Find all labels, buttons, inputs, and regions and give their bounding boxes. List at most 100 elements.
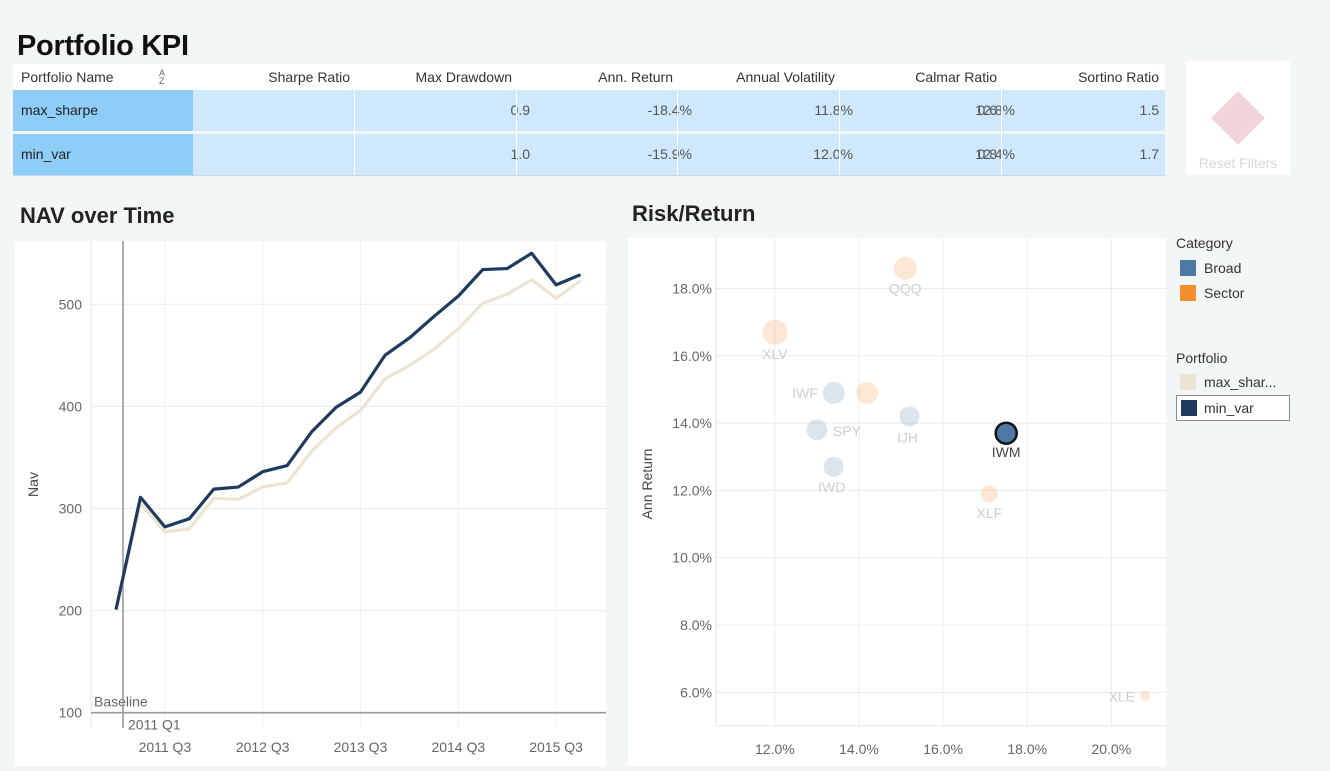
point-unlabeled (856, 381, 879, 404)
row-values[interactable]: 1.0 -15.9% 12.0% 12.4% (193, 134, 1165, 175)
point-iwd (823, 456, 844, 477)
x-tick-label: 14.0% (839, 741, 879, 757)
legend-item-min-var[interactable]: min_var (1176, 395, 1290, 421)
y-axis-label: Ann Return (639, 449, 655, 520)
y-tick-label: 18.0% (672, 280, 712, 296)
x-tick-label: 20.0% (1091, 741, 1131, 757)
point-label-iwd: IWD (818, 479, 845, 495)
series-line-min-var (114, 251, 582, 610)
point-iwm (994, 421, 1018, 445)
x-tick-label: 16.0% (923, 741, 963, 757)
y-tick-label: 12.0% (672, 482, 712, 498)
calmar-ratio-value: 0.6 (977, 102, 997, 118)
page-title: Portfolio KPI (17, 30, 189, 62)
point-xlf (980, 485, 998, 503)
portfolio-name-cell[interactable]: min_var (13, 134, 193, 175)
point-xle (1139, 690, 1150, 701)
x-tick-label: 2011 Q3 (139, 739, 192, 755)
table-row[interactable]: min_var 1.0 -15.9% 12.0% 12.4% (13, 134, 1165, 175)
column-divider (677, 90, 678, 176)
y-tick-label: 200 (59, 603, 83, 619)
point-xlv (762, 319, 788, 345)
risk-return-chart[interactable]: 6.0% 8.0% 10.0% 12.0% 14.0% 16.0% 18.0% 12.0% 14… (628, 238, 1166, 766)
column-header-ann-return[interactable]: Ann. Return (598, 69, 673, 85)
series-line-max-sharpe (114, 278, 582, 610)
point-label-xlv: XLV (762, 346, 788, 362)
reference-line-label: 2011 Q1 (128, 717, 181, 733)
y-axis-label: Nav (25, 472, 41, 497)
column-divider (354, 90, 355, 176)
ann-volatility-value: 12.4% (975, 146, 1015, 162)
nav-chart[interactable]: 100 200 300 400 500 2011 Q3 2012 Q3 2013 Q3 2014… (15, 241, 606, 766)
x-tick-label: 2012 Q3 (236, 739, 290, 755)
max-drawdown-value: -15.9% (647, 146, 692, 162)
point-label-qqq: QQQ (889, 280, 922, 296)
point-label-iwf: IWF (792, 385, 818, 401)
column-header-calmar-ratio[interactable]: Calmar Ratio (915, 69, 997, 85)
x-tick-label: 12.0% (755, 741, 795, 757)
y-tick-label: 6.0% (680, 684, 712, 700)
y-tick-label: 100 (59, 705, 83, 721)
row-values[interactable]: 0.9 -18.4% 11.8% 12.8% (193, 90, 1165, 131)
legend-swatch-broad (1180, 260, 1196, 276)
sortino-ratio-value: 1.5 (1139, 102, 1159, 118)
legend-category-title: Category (1176, 235, 1233, 251)
max-drawdown-value: -18.4% (647, 102, 692, 118)
portfolio-name: max_sharpe (21, 102, 99, 118)
ann-volatility-value: 12.8% (975, 102, 1015, 118)
legend-label-broad: Broad (1204, 260, 1242, 276)
y-tick-label: 400 (59, 398, 83, 414)
column-divider (516, 90, 517, 176)
point-iwf (822, 381, 845, 404)
calmar-ratio-value: 0.8 (977, 146, 997, 162)
table-row[interactable]: max_sharpe 0.9 -18.4% 11.8% 12.8% (13, 90, 1165, 131)
nav-chart-title: NAV over Time (20, 203, 175, 228)
sharpe-ratio-value: 1.0 (510, 146, 530, 162)
portfolio-name: min_var (21, 146, 71, 162)
x-tick-label: 18.0% (1007, 741, 1047, 757)
reset-filters-label: Reset Filters (1198, 155, 1278, 171)
y-tick-label: 8.0% (680, 617, 712, 633)
legend-label-sector: Sector (1204, 285, 1245, 301)
portfolio-name-cell[interactable]: max_sharpe (13, 90, 193, 131)
diamond-icon (1211, 91, 1265, 145)
legend-item-max-sharpe[interactable]: max_shar... (1176, 372, 1306, 392)
sharpe-ratio-value: 0.9 (510, 102, 530, 118)
risk-return-panel: 6.0% 8.0% 10.0% 12.0% 14.0% 16.0% 18.0% 12.0% 14… (628, 238, 1166, 766)
column-divider (839, 90, 840, 176)
x-tick-label: 2014 Q3 (431, 739, 485, 755)
x-tick-label: 2015 Q3 (529, 739, 583, 755)
ann-return-value: 11.8% (814, 102, 853, 118)
column-header-portfolio-name[interactable]: Portfolio Name (21, 69, 114, 85)
point-ijh (899, 406, 920, 427)
table-bottom-border (13, 175, 1165, 176)
y-tick-label: 16.0% (672, 348, 712, 364)
column-header-sharpe-ratio[interactable]: Sharpe Ratio (268, 69, 350, 85)
point-spy (806, 419, 828, 441)
risk-return-title: Risk/Return (632, 201, 756, 226)
point-label-iwm: IWM (992, 444, 1021, 460)
x-tick-label: 2013 Q3 (334, 739, 388, 755)
column-divider (1001, 90, 1002, 176)
nav-chart-panel: 100 200 300 400 500 2011 Q3 2012 Q3 2013 Q3 2014… (15, 241, 606, 766)
y-tick-label: 300 (59, 500, 83, 516)
point-label-ijh: IJH (897, 429, 918, 445)
column-header-annual-volatility[interactable]: Annual Volatility (736, 69, 835, 85)
y-tick-label: 10.0% (672, 550, 712, 566)
legend-item-broad[interactable]: Broad (1176, 258, 1306, 278)
point-qqq (893, 256, 917, 280)
point-label-spy: SPY (833, 423, 862, 439)
column-header-sortino-ratio[interactable]: Sortino Ratio (1078, 69, 1159, 85)
sortino-ratio-value: 1.7 (1139, 146, 1159, 162)
legend-item-sector[interactable]: Sector (1176, 283, 1306, 303)
legend-label-max-sharpe: max_shar... (1204, 374, 1277, 390)
point-label-xlf: XLF (977, 505, 1003, 521)
reset-filters-button[interactable]: Reset Filters (1186, 61, 1290, 175)
column-header-max-drawdown[interactable]: Max Drawdown (415, 69, 512, 85)
y-tick-label: 500 (59, 296, 83, 312)
point-label-xle: XLE (1109, 689, 1135, 705)
legend-swatch-sector (1180, 285, 1196, 301)
